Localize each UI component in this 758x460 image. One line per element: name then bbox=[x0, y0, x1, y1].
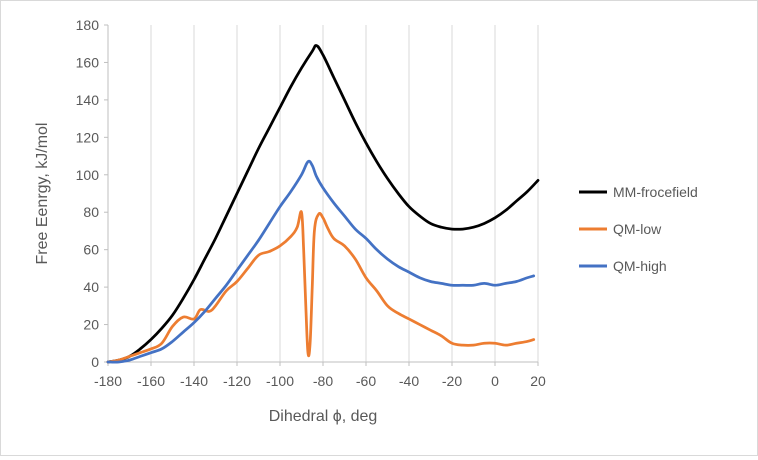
y-tick-label: 180 bbox=[76, 17, 100, 33]
x-tick-label: -40 bbox=[399, 373, 419, 389]
axes bbox=[104, 24, 539, 366]
series-lines bbox=[106, 44, 540, 364]
x-tick-label: -100 bbox=[266, 373, 294, 389]
legend: MM-frocefield QM-low QM-high bbox=[579, 184, 698, 274]
legend-label: QM-low bbox=[613, 221, 662, 237]
x-tick-label: 0 bbox=[491, 373, 499, 389]
y-tick-label: 140 bbox=[76, 92, 100, 108]
y-tick-label: 100 bbox=[76, 167, 100, 183]
x-tick-label: -20 bbox=[442, 373, 462, 389]
y-axis-title: Free Eenrgy, kJ/mol bbox=[34, 123, 51, 265]
x-tick-label: -60 bbox=[356, 373, 376, 389]
gridlines bbox=[150, 25, 539, 362]
y-tick-label: 20 bbox=[83, 317, 99, 333]
x-tick-label: -160 bbox=[137, 373, 165, 389]
y-tick-label: 120 bbox=[76, 129, 100, 145]
y-tick-label: 40 bbox=[83, 279, 99, 295]
legend-label: QM-high bbox=[613, 258, 667, 274]
x-tick-label: 20 bbox=[530, 373, 546, 389]
x-tick-label: -140 bbox=[180, 373, 208, 389]
x-tick-label: -80 bbox=[313, 373, 333, 389]
series-line-mm-frocefield bbox=[106, 44, 540, 364]
y-tick-label: 0 bbox=[91, 354, 99, 370]
series-line-qm-high bbox=[106, 159, 536, 364]
y-tick-label: 160 bbox=[76, 54, 100, 70]
legend-label: MM-frocefield bbox=[613, 184, 698, 200]
series-line-qm-low bbox=[106, 210, 536, 364]
y-tick-label: 80 bbox=[83, 204, 99, 220]
x-tick-label: -120 bbox=[223, 373, 251, 389]
tick-labels: 0 20 40 60 80 100 120 140 160 180 -180 -160 -140 -120… bbox=[76, 17, 546, 389]
x-tick-label: -180 bbox=[94, 373, 122, 389]
x-axis-title: Dihedral ϕ, deg bbox=[269, 408, 378, 425]
y-tick-label: 60 bbox=[83, 242, 99, 258]
